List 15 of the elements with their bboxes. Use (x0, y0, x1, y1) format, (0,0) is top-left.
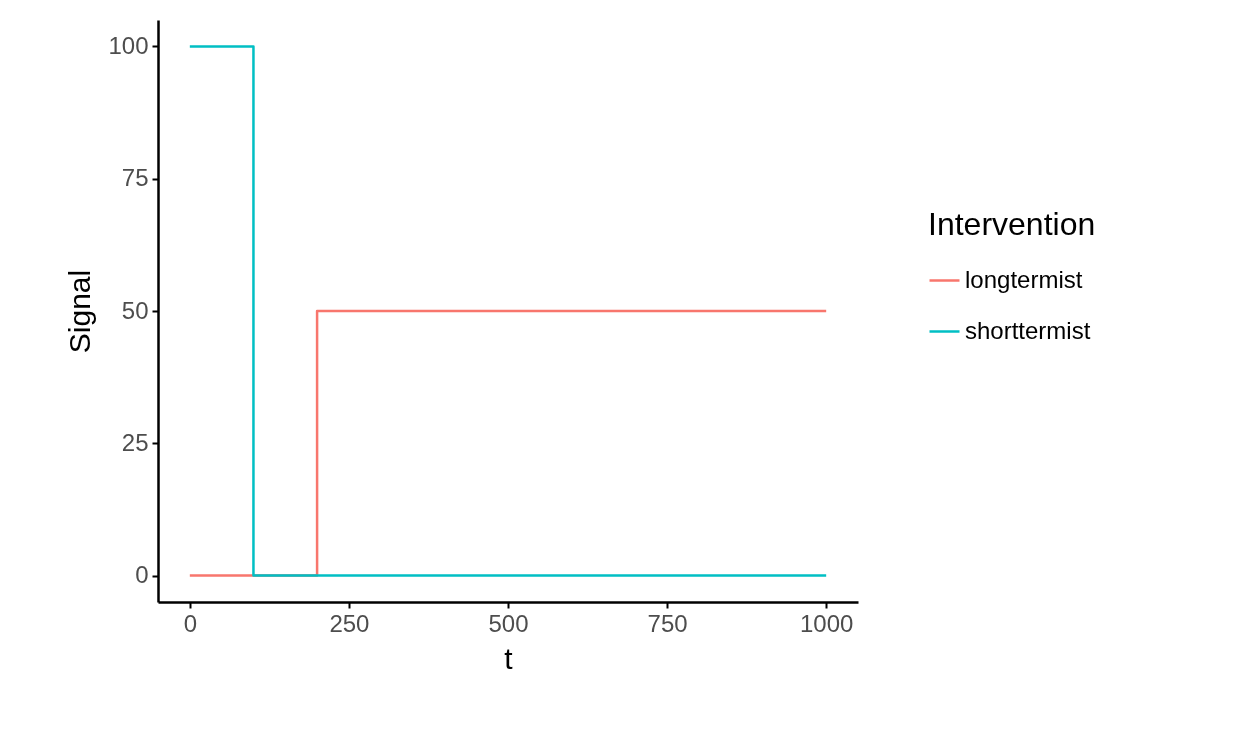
y-tick-label: 0 (135, 561, 149, 589)
x-axis-title: t (504, 641, 514, 675)
legend-title: Intervention (928, 206, 1096, 242)
legend-label: shorttermist (965, 316, 1091, 344)
x-tick-label: 750 (647, 609, 688, 637)
y-axis-title: Signal (63, 269, 97, 354)
x-tick-label: 0 (183, 609, 197, 637)
y-tick-label: 75 (121, 164, 149, 192)
x-tick-label: 1000 (799, 609, 854, 637)
y-tick-label: 100 (108, 31, 149, 59)
y-tick-label: 50 (121, 296, 149, 324)
y-tick-label: 25 (121, 428, 149, 456)
x-tick-label: 500 (488, 609, 529, 637)
legend-label: longtermist (965, 265, 1083, 293)
x-tick-label: 250 (329, 609, 370, 637)
